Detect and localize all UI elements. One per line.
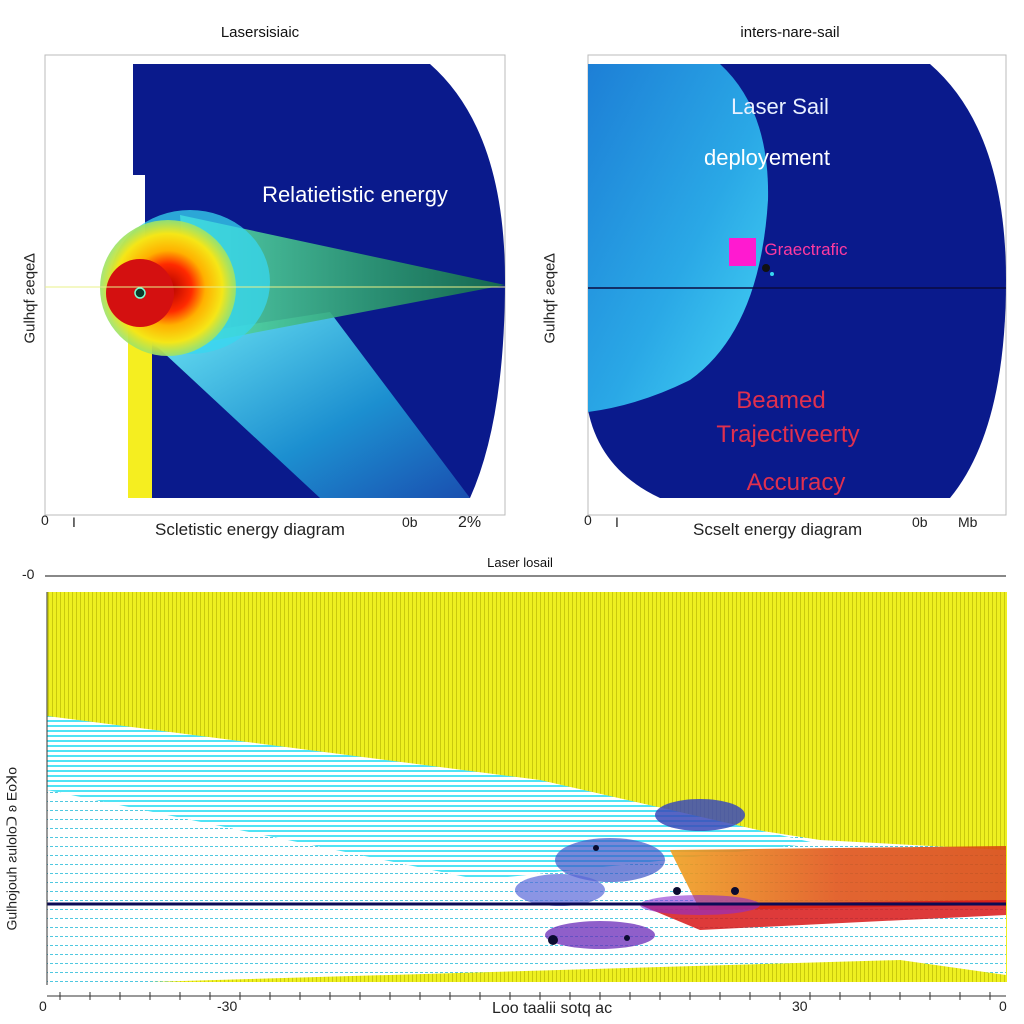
panel2-annotation: deployement xyxy=(704,145,830,170)
panel2-spacecraft-dot xyxy=(770,272,774,276)
panel3-xtick: 0 xyxy=(999,998,1007,1014)
panel1-center-dot xyxy=(134,287,146,299)
panel2-region xyxy=(588,64,769,412)
panel2-spacecraft-dot xyxy=(762,264,770,272)
panel3-particle xyxy=(548,935,558,945)
panel2-annotation: Laser Sail xyxy=(731,94,829,119)
panel3-xtick: 30 xyxy=(792,998,808,1014)
panel3-title: Laser losail xyxy=(487,555,553,570)
panel1-xlabel: Scletistic energy diagram xyxy=(155,520,345,539)
panel3-particle xyxy=(673,887,681,895)
panel2-xlabel: Scselt energy diagram xyxy=(693,520,863,539)
panel1-xtick: 2% xyxy=(458,514,482,531)
panel3-warm-band xyxy=(670,846,1006,910)
panel3-ytick: -0 xyxy=(22,566,35,582)
panel1-xtick: 0b xyxy=(402,514,418,530)
panel3-xlabel: Loo taalii sotq ac xyxy=(492,1000,613,1017)
panel1-xtick: 0 xyxy=(41,512,49,528)
panel3-xtick: 0 xyxy=(39,998,47,1014)
panel1-xtick: I xyxy=(72,514,76,530)
panel2-marker xyxy=(729,238,756,266)
panel2-title: inters-nare-sail xyxy=(740,24,840,41)
panel1-title: Lasersisiaic xyxy=(220,24,300,41)
panel1-annotation: Relatietistic energy xyxy=(262,182,448,207)
panel3-xtick: -30 xyxy=(217,998,238,1014)
panel2-annotation: Trajectiveerty xyxy=(716,421,859,448)
panel2-xtick: 0 xyxy=(584,512,592,528)
panel3-particle xyxy=(593,845,599,851)
panel2-xtick: I xyxy=(615,514,619,530)
panel3-particle xyxy=(731,887,739,895)
panel3-x-minor-ticks xyxy=(59,992,991,1000)
panel2-annotation: Accuracy xyxy=(747,469,846,496)
panel2-xtick: Mb xyxy=(958,514,978,530)
panel3-ylabel: Gulhojouh ƨuloloᑐ ʚ Eoꓘo xyxy=(3,767,20,931)
panel3-particle xyxy=(624,935,630,941)
panel2-annotation: Graectrafic xyxy=(764,240,848,259)
panel2-annotation: Beamed xyxy=(736,387,825,414)
panel1-beam xyxy=(150,312,470,498)
panel2-xtick: 0b xyxy=(912,514,928,530)
